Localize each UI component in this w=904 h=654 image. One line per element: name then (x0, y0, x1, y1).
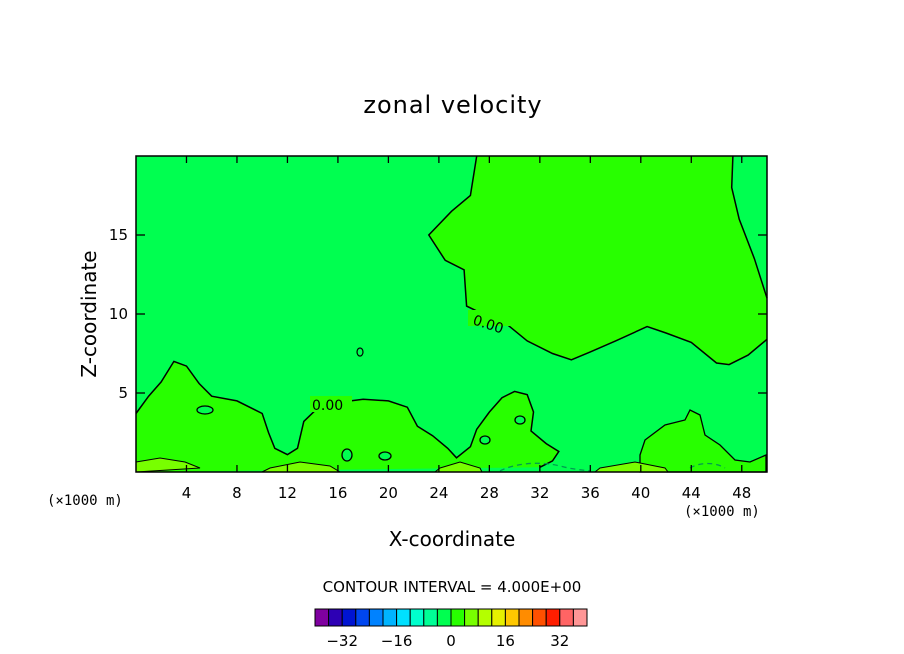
colorbar-swatch (450, 608, 466, 627)
x-tick-label: 8 (232, 484, 242, 502)
contour-blob (341, 448, 353, 462)
contour-blob (479, 435, 491, 445)
colorbar-swatch (341, 608, 357, 627)
x-axis-unit-label: (×1000 m) (684, 504, 760, 520)
x-axis-ticks: 4 8 12 16 20 24 28 32 36 40 44 48 (182, 156, 751, 502)
colorbar-swatch (436, 608, 452, 627)
x-tick-label: 16 (328, 484, 347, 502)
x-tick-label: 40 (631, 484, 650, 502)
x-tick-label: 48 (732, 484, 751, 502)
contour-blob (356, 347, 364, 357)
colorbar-swatch (518, 608, 534, 627)
colorbar-tick-label: 0 (446, 632, 456, 650)
colorbar-swatch (545, 608, 561, 627)
colorbar-swatch (559, 608, 574, 627)
contour-interval-text: CONTOUR INTERVAL = 4.000E+00 (323, 578, 582, 596)
colorbar-swatch (504, 608, 520, 627)
plot-area: 0.00 0.00 (135, 155, 768, 473)
colorbar-tick-label: 16 (496, 632, 515, 650)
y-tick-label: 15 (109, 226, 128, 244)
x-tick-label: 28 (480, 484, 499, 502)
x-tick-label: 32 (530, 484, 549, 502)
contour-blob (378, 451, 392, 461)
colorbar-swatch (368, 608, 384, 627)
colorbar-tick-label: −32 (326, 632, 358, 650)
colorbar-tick-label: −16 (381, 632, 413, 650)
chart-title: zonal velocity (363, 91, 542, 119)
colorbar-swatch (532, 608, 547, 627)
zero-contour-lower (135, 360, 560, 468)
x-tick-label: 44 (682, 484, 701, 502)
colorbar-swatch (423, 608, 438, 627)
y-tick-label: 10 (109, 305, 128, 323)
x-tick-label: 24 (429, 484, 448, 502)
positive-region-right (731, 156, 767, 299)
positive-region-upper (428, 156, 767, 365)
colorbar-swatch (477, 608, 493, 627)
y-axis-title: Z-coordinate (77, 250, 101, 377)
colorbar-swatch (382, 608, 398, 627)
colorbar-swatch (314, 608, 330, 627)
positive-region-lower (136, 361, 559, 472)
x-origin-unit-label: (×1000 m) (47, 493, 123, 509)
negative-contour-dashed (499, 462, 591, 472)
zero-contour-right (730, 155, 768, 299)
x-tick-label: 36 (581, 484, 600, 502)
y-axis-ticks: 5 10 15 (109, 226, 767, 402)
colorbar-tick-label: 32 (550, 632, 569, 650)
colorbar-swatch (491, 608, 506, 627)
contour-label-bg (468, 310, 510, 326)
x-tick-label: 4 (182, 484, 192, 502)
colorbar-swatch (396, 608, 411, 627)
negative-contour-dashed (689, 462, 726, 469)
x-tick-label: 20 (379, 484, 398, 502)
contour-label-lower: 0.00 (312, 398, 343, 414)
contour-label-bg (310, 396, 352, 412)
zero-contour-upper (427, 155, 768, 366)
y-tick-label: 5 (118, 384, 128, 402)
colorbar-swatch (572, 608, 588, 627)
colorbar-swatch (464, 608, 479, 627)
colorbar (314, 608, 588, 627)
colorbar-swatch (328, 608, 343, 627)
colorbar-tick-labels: −32 −16 0 16 32 (326, 632, 569, 650)
colorbar-swatch (409, 608, 425, 627)
x-axis-title: X-coordinate (389, 527, 516, 551)
x-tick-label: 12 (278, 484, 297, 502)
colorbar-swatch (355, 608, 370, 627)
contour-blob (196, 405, 214, 415)
contour-blob (514, 415, 526, 425)
